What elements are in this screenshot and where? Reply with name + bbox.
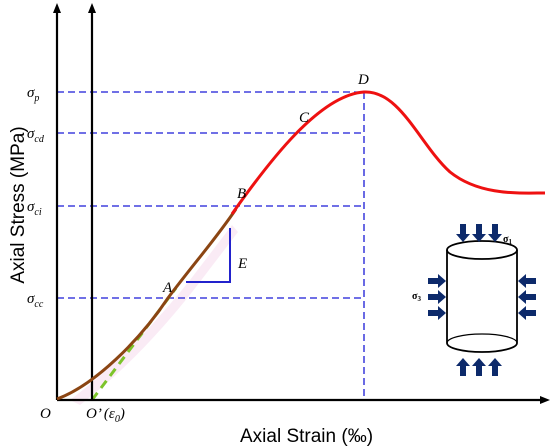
origin-label: O bbox=[40, 406, 51, 422]
modulus-triangle bbox=[186, 228, 231, 283]
x-axis-title: Axial Strain (‰) bbox=[240, 426, 373, 447]
point-label-d: D bbox=[357, 72, 369, 88]
sigma1-label: σ1 bbox=[503, 234, 512, 246]
point-label-b: B bbox=[237, 186, 246, 202]
right-confining-arrows bbox=[518, 274, 536, 320]
specimen-bottom-face-hidden bbox=[446, 333, 518, 344]
specimen-bottom-face bbox=[446, 342, 518, 353]
bottom-load-arrows bbox=[456, 358, 502, 376]
stress-label-ci: σci bbox=[27, 199, 42, 218]
stress-label-p: σp bbox=[27, 85, 39, 104]
sigma3-label: σ3 bbox=[412, 291, 421, 303]
shifted-origin-label: O’ (ε0) bbox=[86, 406, 125, 425]
stress-label-cd: σcd bbox=[27, 126, 45, 145]
top-load-arrows bbox=[456, 224, 502, 242]
point-label-a: A bbox=[162, 280, 173, 296]
tangent-line bbox=[90, 287, 178, 401]
curve-initial-segment bbox=[56, 208, 238, 401]
modulus-label: E bbox=[237, 256, 247, 272]
point-label-c: C bbox=[299, 110, 310, 126]
y-axis-title: Axial Stress (MPa) bbox=[8, 126, 29, 283]
left-confining-arrows bbox=[428, 274, 446, 320]
curve-peak-segment bbox=[230, 90, 546, 215]
stress-label-cc: σcc bbox=[27, 291, 44, 310]
specimen-inset: σ1 σ3 bbox=[412, 224, 536, 376]
highlight-band bbox=[70, 225, 238, 405]
